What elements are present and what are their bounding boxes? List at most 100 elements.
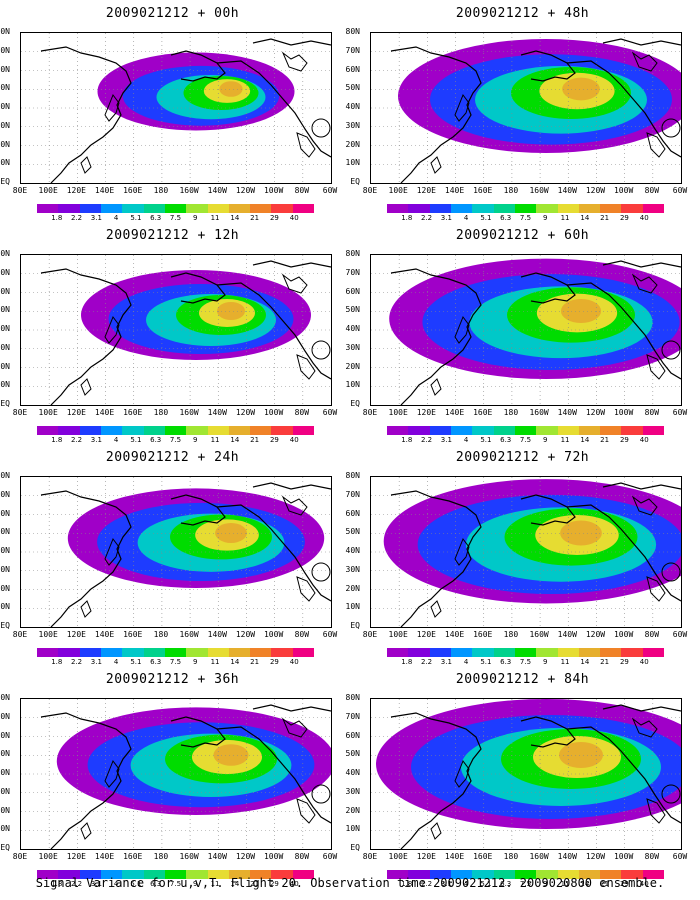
colorbar-label: 4	[463, 436, 469, 444]
latitude-label: EQ	[0, 177, 10, 186]
longitude-label: 80W	[294, 852, 310, 861]
longitude-label: 100W	[613, 630, 634, 639]
colorbar-swatch	[164, 204, 187, 213]
colorbar-swatch	[100, 870, 123, 879]
colorbar-swatch	[621, 426, 643, 435]
colorbar-label: 4	[113, 658, 119, 666]
colorbar-label: 7.5	[519, 214, 532, 222]
colorbar-swatch	[557, 426, 579, 435]
coastlines	[40, 482, 331, 627]
colorbar-swatch	[472, 204, 494, 213]
longitude-label: 160E	[123, 852, 143, 861]
longitude-label: 120W	[585, 408, 606, 417]
colorbar-swatch	[122, 648, 144, 657]
colorbar-label: 11	[210, 214, 220, 222]
latitude-label: 70N	[0, 489, 10, 499]
colorbar-label: 29	[269, 214, 279, 222]
colorbar-swatch	[514, 648, 537, 657]
colorbar-swatch	[472, 648, 494, 657]
colorbar-swatch	[387, 870, 409, 879]
graticule	[21, 255, 331, 405]
colorbar-label: 21	[600, 658, 610, 666]
longitude-label: 160W	[179, 630, 199, 639]
colorbar-swatch	[79, 426, 101, 435]
latitude-label: 40N	[0, 324, 10, 333]
latitude-label: 50N	[0, 749, 10, 759]
colorbar-label: 40	[639, 436, 649, 444]
colorbar-label: 4	[113, 436, 119, 444]
longitude-label: 140W	[557, 186, 577, 195]
colorbar-swatch	[429, 426, 451, 435]
longitude-label: 80E	[12, 852, 28, 861]
longitude-label: 100W	[613, 852, 634, 861]
longitude-label: 160E	[473, 852, 493, 861]
colorbar-label: 9	[543, 880, 548, 888]
colorbar-labels: 1.8 2.2 3.1 4 5.1 6.3 7.5 9 11 14 21 29 40	[37, 436, 314, 446]
longitude-label: 120W	[235, 630, 256, 639]
colorbar-swatch	[186, 426, 208, 435]
colorbar-swatch	[557, 870, 579, 879]
colorbar-label: 29	[619, 214, 629, 222]
longitude-label: 120E	[66, 630, 86, 639]
variance-field	[56, 707, 331, 815]
colorbar-label: 40	[289, 880, 299, 888]
colorbar-label: 7.5	[519, 880, 532, 888]
colorbar-swatch	[600, 204, 622, 213]
longitude-label: 60W	[672, 630, 688, 639]
colorbar-swatch	[408, 426, 430, 435]
latitude-label: 80N	[345, 249, 360, 258]
variance-map	[20, 32, 332, 184]
colorbar-swatch	[429, 204, 451, 213]
map-panel: 2009021212 + 24h 80N 70N 60N 50N 40N 30N 20N 10…	[0, 450, 345, 677]
colorbar-label: 21	[250, 436, 260, 444]
colorbar-swatch	[472, 426, 494, 435]
colorbar-swatch	[600, 648, 622, 657]
panel-title: 2009021212 + 48h	[455, 6, 590, 21]
longitude-label: 80E	[362, 186, 378, 195]
latitude-label: 80N	[0, 27, 10, 36]
colorbar-label: 14	[580, 880, 590, 888]
colorbar-label: 5.1	[480, 880, 492, 888]
longitude-label: 140W	[207, 408, 227, 417]
map-panel: 2009021212 + 60h 80N 70N 60N 50N 40N 30N 20N 10…	[346, 228, 695, 455]
colorbar-swatch	[228, 648, 251, 657]
longitude-label: 60W	[322, 852, 338, 861]
colorbar-swatch	[79, 870, 101, 879]
longitude-label: 100E	[388, 852, 408, 861]
colorbar-label: 7.5	[519, 658, 532, 666]
colorbar-label: 14	[230, 880, 240, 888]
colorbar-label: 40	[639, 214, 649, 222]
colorbar-label: 5.1	[130, 880, 142, 888]
latitude-label: 50N	[345, 305, 360, 315]
colorbar-label: 7.5	[169, 214, 182, 222]
colorbar-swatch	[79, 204, 101, 213]
colorbar-swatch	[186, 204, 208, 213]
longitude-label: 80E	[12, 186, 28, 195]
colorbar-label: 5.1	[480, 436, 492, 444]
longitude-label: 60W	[672, 408, 688, 417]
colorbar-swatch	[58, 426, 80, 435]
panel-title: 2009021212 + 36h	[105, 672, 240, 687]
colorbar-labels: 1.8 2.2 3.1 4 5.1 6.3 7.5 9 11 14 21 29 40	[387, 436, 664, 446]
longitude-label: 160E	[123, 186, 143, 195]
colorbar-swatch	[186, 870, 208, 879]
latitude-label: 50N	[345, 527, 360, 537]
latitude-label: 30N	[345, 342, 360, 352]
latitude-label: 10N	[0, 824, 10, 834]
colorbar-label: 11	[560, 214, 570, 222]
map-panel: 2009021212 + 72h 80N 70N 60N 50N 40N 30N 20N 10…	[346, 450, 695, 677]
colorbar-swatch	[207, 204, 229, 213]
colorbar-label: 4	[113, 214, 119, 222]
colorbar-swatch	[387, 204, 409, 213]
colorbar-swatch	[164, 870, 187, 879]
longitude-label: 160W	[179, 186, 199, 195]
latitude-label: EQ	[0, 843, 10, 852]
colorbar-label: 29	[269, 658, 279, 666]
variance-field	[376, 699, 681, 829]
map-panel: 2009021212 + 84h 80N 70N 60N 50N 40N 30N 20N 10…	[346, 672, 695, 899]
colorbar-swatch	[450, 870, 473, 879]
latitude-label: 40N	[345, 102, 360, 111]
colorbar-label: 5.1	[130, 436, 142, 444]
longitude-label: 120E	[66, 186, 86, 195]
colorbar-swatch	[207, 870, 229, 879]
